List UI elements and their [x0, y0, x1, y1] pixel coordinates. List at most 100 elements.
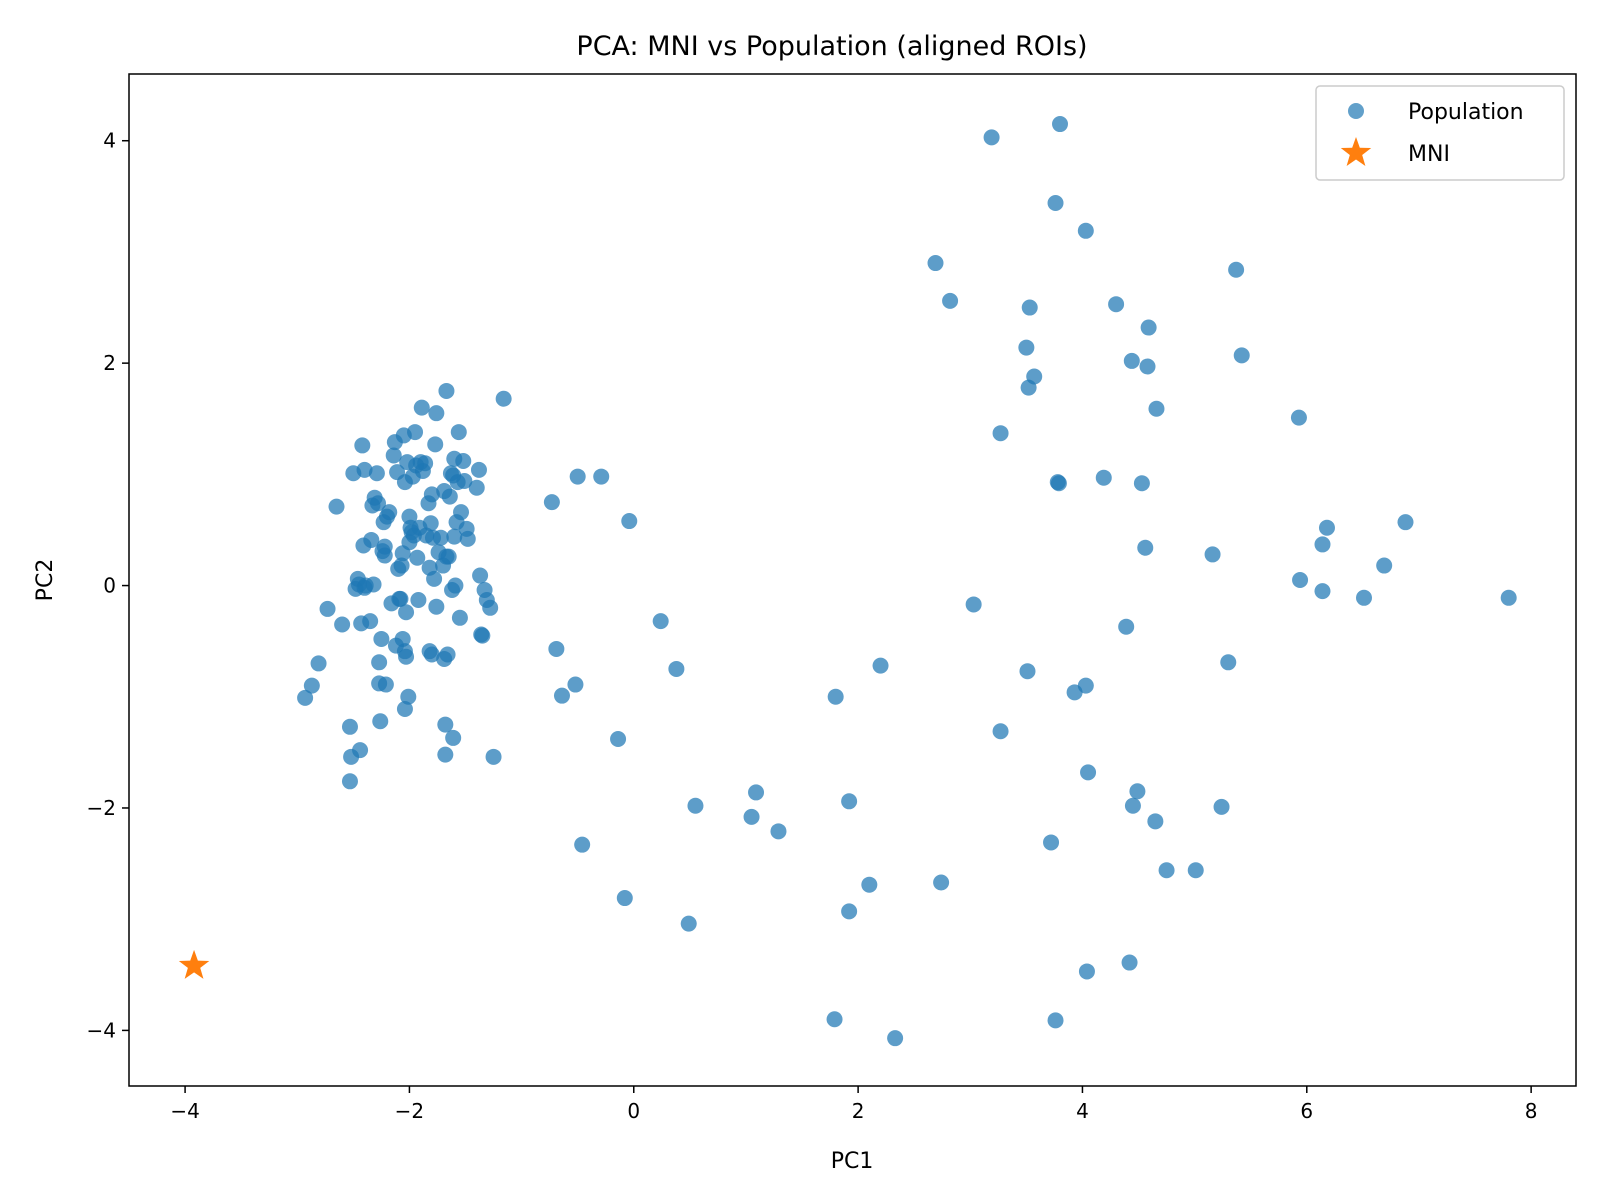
population-point — [1121, 954, 1138, 971]
y-tick-label: 2 — [103, 351, 116, 375]
y-tick-label: 4 — [103, 129, 116, 153]
population-point — [303, 677, 320, 694]
population-point — [394, 630, 411, 647]
population-point — [440, 548, 457, 565]
population-point — [827, 688, 844, 705]
population-point — [426, 570, 443, 587]
population-point — [826, 1011, 843, 1028]
population-point — [1124, 797, 1141, 814]
population-point — [432, 529, 449, 546]
population-point — [1290, 409, 1307, 426]
population-point — [548, 640, 565, 657]
population-point — [453, 504, 470, 521]
population-point — [470, 461, 487, 478]
population-point — [1129, 783, 1146, 800]
population-point — [1292, 572, 1309, 588]
population-point — [1314, 536, 1331, 553]
population-point — [610, 731, 627, 748]
population-point — [621, 513, 638, 530]
points-layer — [178, 116, 1517, 1047]
population-point — [1158, 862, 1175, 879]
population-point — [422, 515, 439, 532]
x-tick-label: 0 — [627, 1099, 640, 1123]
population-point — [652, 613, 669, 630]
population-point — [887, 1030, 904, 1047]
population-point — [553, 687, 570, 704]
population-point — [474, 627, 491, 644]
population-point — [428, 405, 445, 422]
population-point — [377, 676, 394, 693]
population-point — [1355, 589, 1372, 606]
population-point — [352, 742, 369, 759]
population-point — [1187, 862, 1204, 879]
population-point — [398, 648, 415, 665]
legend-box — [1315, 85, 1565, 181]
population-point — [354, 437, 371, 454]
x-tick-label: 8 — [1525, 1099, 1538, 1123]
population-point — [1139, 358, 1156, 375]
population-point — [468, 479, 485, 496]
population-point — [1077, 222, 1094, 239]
population-point — [1233, 347, 1250, 364]
population-point — [423, 646, 440, 663]
population-point — [1050, 475, 1067, 492]
population-point — [451, 609, 468, 626]
population-point — [1047, 1012, 1064, 1029]
legend-mni-label: MNI — [1408, 142, 1450, 167]
population-point — [368, 465, 385, 482]
population-point — [341, 718, 358, 735]
population-point — [616, 890, 633, 907]
population-point — [445, 729, 462, 746]
population-point — [381, 504, 398, 521]
population-point — [942, 292, 959, 309]
population-point — [992, 723, 1009, 740]
mni-point — [178, 949, 210, 979]
population-point — [543, 494, 560, 511]
legend-population-marker — [1348, 103, 1364, 119]
legend-population-label: Population — [1408, 100, 1524, 125]
y-tick-label: −2 — [87, 796, 116, 820]
population-point — [356, 461, 373, 478]
population-point — [334, 616, 351, 633]
x-axis-label: PC1 — [831, 1149, 874, 1174]
population-point — [1123, 352, 1140, 369]
population-point — [1148, 400, 1165, 417]
population-point — [1021, 299, 1038, 316]
population-point — [1204, 546, 1221, 563]
population-point — [362, 613, 379, 630]
population-point — [393, 557, 410, 574]
population-point — [1137, 539, 1154, 556]
population-point — [413, 399, 430, 416]
population-point — [456, 473, 473, 490]
population-point — [1077, 677, 1094, 694]
population-point — [376, 547, 393, 564]
legend-mni-marker — [1340, 137, 1372, 166]
population-point — [319, 600, 336, 617]
x-tick-label: −2 — [395, 1099, 424, 1123]
population-point — [841, 903, 858, 920]
population-point — [1213, 798, 1230, 815]
population-point — [428, 598, 445, 615]
population-point — [423, 486, 440, 503]
population-point — [1397, 514, 1414, 531]
population-point — [841, 793, 858, 810]
population-point — [392, 590, 409, 607]
population-point — [372, 713, 389, 730]
population-point — [1500, 589, 1517, 606]
population-point — [472, 567, 489, 584]
population-point — [396, 701, 413, 718]
population-point — [861, 876, 878, 893]
population-point — [410, 592, 427, 609]
population-point — [365, 576, 382, 593]
population-point — [438, 382, 455, 399]
population-point — [1019, 663, 1036, 680]
population-point — [992, 425, 1009, 442]
x-tick-label: 4 — [1076, 1099, 1089, 1123]
population-point — [1047, 195, 1064, 212]
population-point — [447, 577, 464, 594]
population-point — [1078, 963, 1095, 980]
population-point — [370, 495, 387, 512]
population-point — [450, 424, 467, 441]
plot-frame — [128, 73, 1577, 1087]
